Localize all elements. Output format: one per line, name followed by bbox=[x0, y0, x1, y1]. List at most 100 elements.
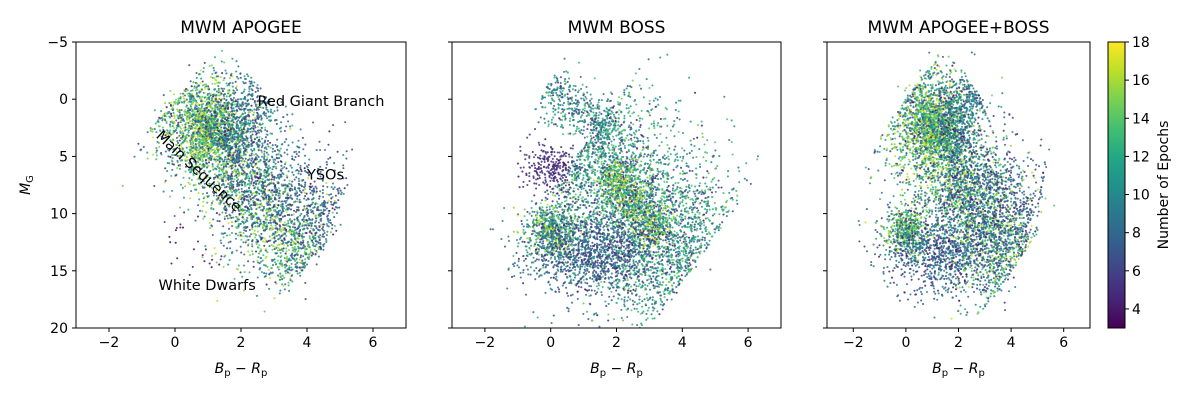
data-point bbox=[164, 150, 167, 153]
data-point bbox=[204, 125, 208, 128]
data-point bbox=[217, 94, 220, 97]
data-point bbox=[246, 130, 249, 133]
data-point bbox=[271, 200, 274, 203]
data-point bbox=[307, 241, 310, 244]
data-point bbox=[253, 181, 256, 184]
data-point bbox=[301, 218, 304, 221]
data-point bbox=[311, 193, 314, 196]
data-point bbox=[322, 177, 325, 180]
data-point bbox=[198, 141, 201, 144]
data-point bbox=[207, 88, 210, 91]
data-point bbox=[308, 218, 311, 221]
data-point bbox=[239, 76, 242, 79]
data-point bbox=[316, 202, 319, 205]
data-point bbox=[197, 116, 200, 119]
data-point bbox=[269, 166, 272, 169]
data-point bbox=[299, 128, 302, 131]
data-point bbox=[266, 139, 270, 142]
y-tick-label: 15 bbox=[50, 264, 68, 280]
data-point bbox=[587, 185, 590, 188]
data-point bbox=[297, 187, 300, 190]
data-point bbox=[236, 116, 239, 119]
data-point bbox=[329, 200, 333, 203]
data-point bbox=[243, 229, 246, 232]
data-point bbox=[300, 191, 303, 194]
data-point bbox=[247, 145, 250, 148]
data-point bbox=[180, 150, 183, 153]
data-point bbox=[202, 70, 205, 73]
data-point bbox=[333, 224, 336, 228]
data-point bbox=[304, 253, 307, 256]
data-point bbox=[217, 130, 220, 133]
data-point bbox=[278, 292, 281, 295]
data-point bbox=[286, 203, 290, 206]
data-point bbox=[178, 125, 181, 128]
x-tick-label: 6 bbox=[369, 335, 378, 351]
data-point bbox=[184, 159, 187, 162]
data-point bbox=[228, 134, 231, 137]
data-point bbox=[271, 214, 274, 217]
data-point bbox=[301, 237, 304, 240]
data-point bbox=[226, 204, 229, 207]
data-point bbox=[221, 191, 224, 194]
data-point bbox=[223, 77, 226, 80]
data-point bbox=[203, 91, 206, 94]
data-point bbox=[666, 143, 669, 147]
data-point bbox=[274, 261, 277, 264]
data-point bbox=[283, 288, 286, 291]
data-point bbox=[211, 190, 214, 194]
data-point bbox=[285, 125, 288, 128]
data-point bbox=[285, 138, 288, 141]
data-point bbox=[325, 193, 328, 196]
data-point bbox=[218, 116, 222, 119]
data-point bbox=[237, 264, 240, 267]
data-point bbox=[159, 151, 163, 155]
data-point bbox=[158, 145, 161, 148]
data-point bbox=[307, 163, 310, 166]
data-point bbox=[232, 121, 235, 124]
data-point bbox=[243, 143, 247, 146]
data-point bbox=[303, 162, 306, 165]
data-point bbox=[265, 200, 268, 203]
data-point bbox=[243, 88, 246, 91]
data-point bbox=[175, 101, 178, 104]
data-point bbox=[272, 103, 275, 106]
data-point bbox=[346, 183, 349, 187]
data-point bbox=[232, 180, 235, 183]
data-point bbox=[232, 189, 236, 192]
data-point bbox=[301, 223, 304, 226]
data-point bbox=[233, 109, 236, 112]
data-point bbox=[167, 148, 170, 151]
data-point bbox=[201, 119, 204, 122]
data-point bbox=[271, 264, 274, 267]
data-point bbox=[730, 140, 733, 144]
data-point bbox=[233, 135, 236, 139]
data-point bbox=[234, 99, 237, 102]
data-point bbox=[203, 135, 206, 139]
data-point bbox=[305, 263, 309, 266]
data-point bbox=[225, 173, 228, 176]
data-point bbox=[194, 127, 197, 130]
data-point bbox=[246, 183, 249, 186]
data-point bbox=[298, 258, 301, 261]
data-point bbox=[270, 201, 273, 204]
data-point bbox=[308, 158, 311, 161]
data-point bbox=[280, 234, 283, 237]
data-point bbox=[199, 81, 202, 84]
data-point bbox=[142, 145, 145, 149]
data-point bbox=[231, 184, 234, 187]
data-point bbox=[271, 248, 274, 251]
data-point bbox=[257, 108, 260, 111]
data-point bbox=[334, 194, 337, 197]
data-point bbox=[327, 143, 330, 146]
data-point bbox=[273, 110, 276, 113]
data-point bbox=[200, 100, 203, 103]
data-point bbox=[235, 70, 238, 73]
data-point bbox=[185, 121, 188, 124]
data-point bbox=[265, 255, 268, 258]
data-point bbox=[178, 101, 181, 105]
data-point bbox=[186, 115, 189, 118]
data-point bbox=[296, 227, 299, 230]
data-point bbox=[240, 208, 243, 212]
data-point bbox=[218, 153, 221, 156]
